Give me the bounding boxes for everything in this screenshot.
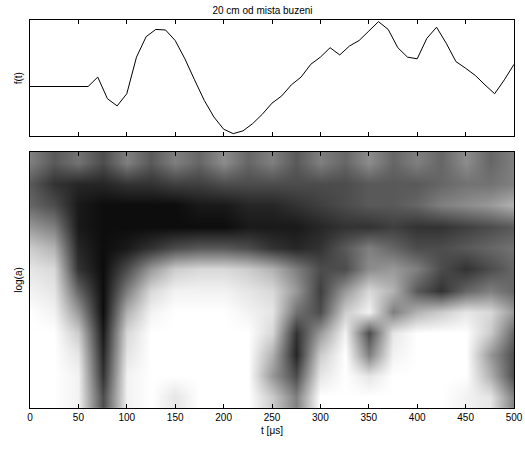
svg-text:20 cm od mista buzeni: 20 cm od mista buzeni [212,5,312,16]
svg-text:400: 400 [409,412,426,423]
svg-text:250: 250 [264,412,281,423]
svg-text:450: 450 [457,412,474,423]
svg-text:50: 50 [73,412,85,423]
svg-text:500: 500 [506,412,523,423]
svg-text:log(a): log(a) [13,267,24,293]
svg-text:150: 150 [167,412,184,423]
svg-text:200: 200 [215,412,232,423]
svg-text:350: 350 [360,412,377,423]
svg-text:300: 300 [312,412,329,423]
svg-text:f(t): f(t) [13,72,24,84]
svg-text:0: 0 [27,412,33,423]
svg-text:t [μs]: t [μs] [261,425,283,436]
svg-text:100: 100 [118,412,135,423]
